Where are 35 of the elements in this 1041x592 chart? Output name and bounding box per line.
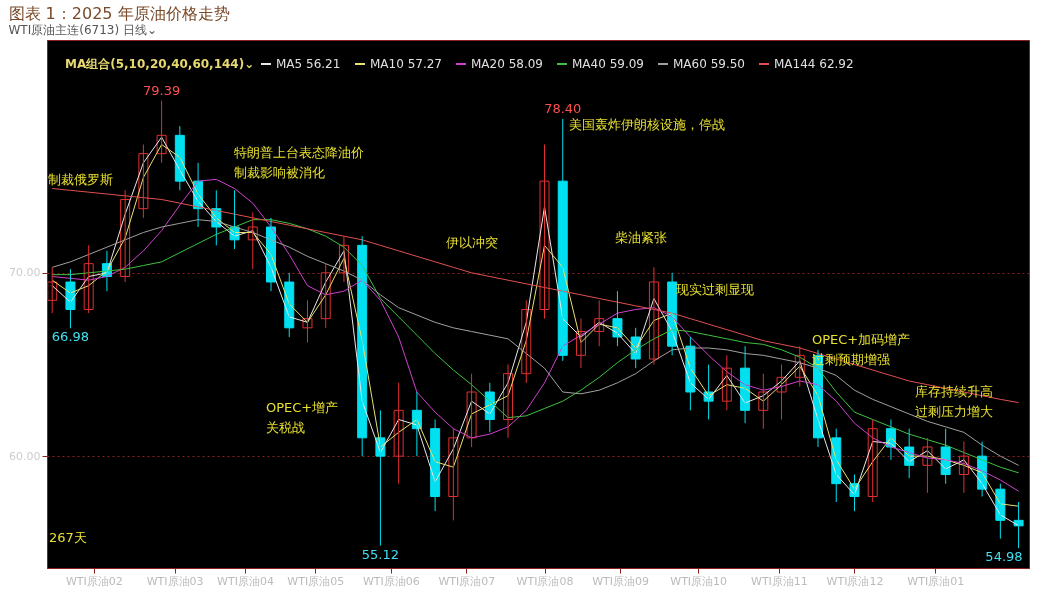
x-tick-label: WTI原油06 — [362, 574, 420, 588]
x-tick-label: WTI原油11 — [751, 574, 808, 588]
legend-label: MA5 56.21 — [276, 57, 341, 71]
annotation: 54.98 — [985, 549, 1023, 565]
candlestick — [65, 268, 76, 329]
x-tick-label: WTI原油08 — [516, 574, 574, 588]
x-tick-label: WTI原油07 — [438, 574, 496, 588]
annotation: 55.12 — [361, 546, 400, 562]
legend-title: MA组合(5,10,20,40,60,144)⌄ — [65, 57, 255, 71]
x-tick-label: WTI原油05 — [287, 574, 345, 588]
annotation: 特朗普上台表态降油价制裁影响被消化 — [234, 145, 364, 180]
legend-label: MA60 59.50 — [673, 57, 745, 71]
annotation: OPEC+增产关税战 — [266, 400, 339, 435]
x-tick-label: WTI原油01 — [907, 574, 965, 588]
annotation: 78.40 — [544, 100, 582, 116]
annotation: 267天 — [49, 530, 87, 545]
annotation: 制裁俄罗斯 — [48, 172, 113, 187]
x-tick-label: WTI原油04 — [217, 574, 274, 588]
candlestick — [393, 382, 404, 485]
legend-label: MA20 58.09 — [471, 57, 543, 71]
annotation: 79.39 — [143, 82, 181, 98]
x-tick-label: WTI原油02 — [65, 574, 123, 588]
annotation: 66.98 — [51, 329, 90, 345]
chart-title: 图表 1：2025 年原油价格走势 — [8, 4, 230, 23]
legend-label: MA10 57.27 — [370, 57, 442, 71]
x-tick-label: WTI原油10 — [670, 574, 728, 588]
annotation: 柴油紧张 — [615, 230, 667, 245]
x-tick-label: WTI原油09 — [592, 574, 649, 588]
x-tick-label: WTI原油03 — [146, 574, 204, 588]
legend-label: MA40 59.09 — [572, 57, 644, 71]
annotation: 伊以冲突 — [446, 235, 498, 250]
annotation: 美国轰炸伊朗核设施，停战 — [569, 117, 725, 132]
x-tick-label: WTI原油12 — [826, 574, 884, 588]
legend-label: MA144 62.92 — [774, 57, 854, 71]
chart-subtitle: WTI原油主连(6713) 日线⌄ — [8, 23, 158, 37]
